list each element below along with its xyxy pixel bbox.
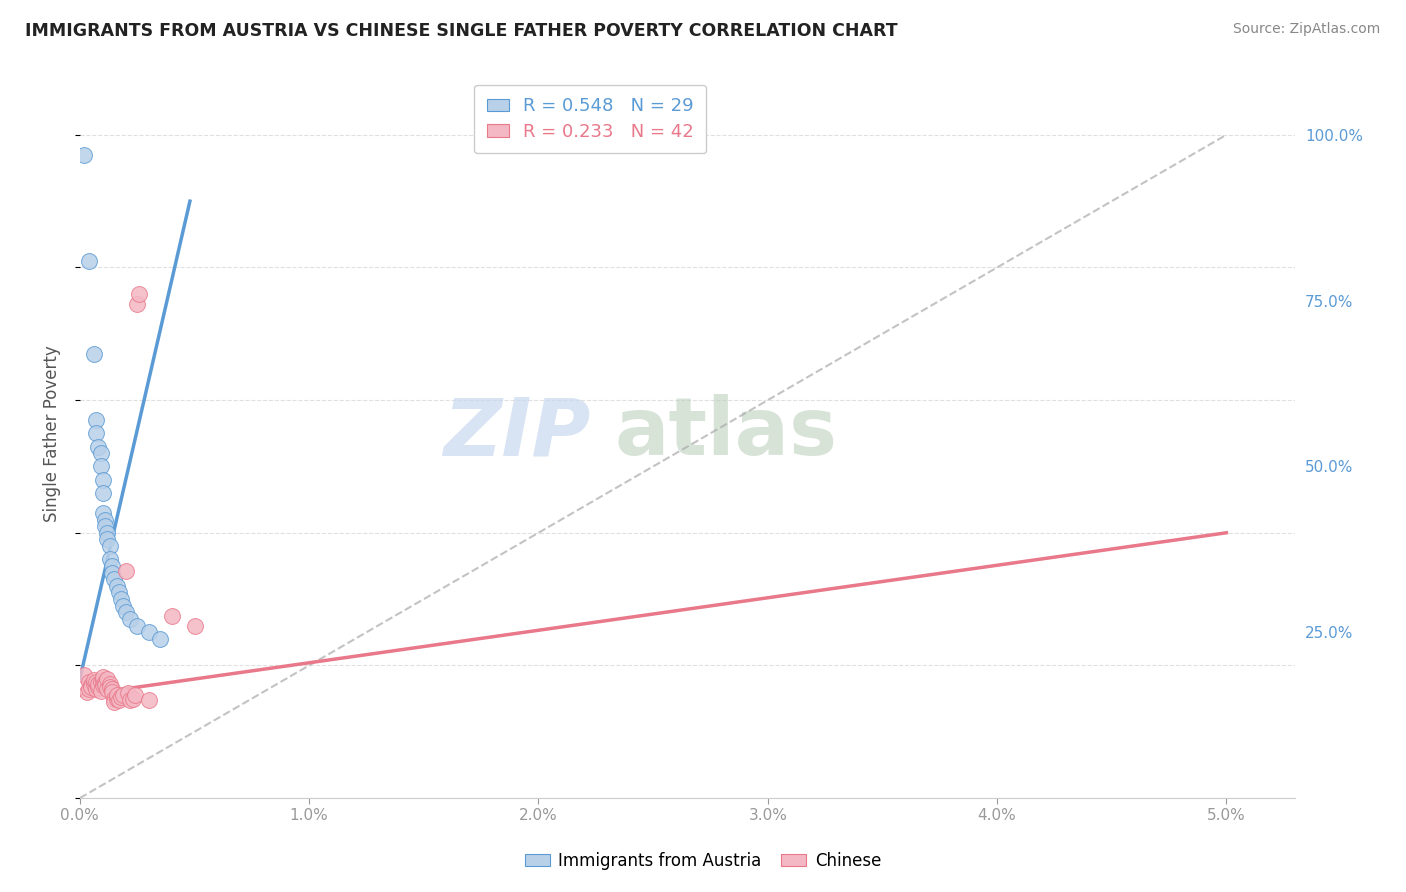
Point [84, 681, 107, 696]
Point [110, 690, 132, 705]
Point [103, 572, 125, 586]
Point [91, 673, 114, 687]
Point [87, 677, 110, 691]
Point [98, 680, 121, 694]
Point [91, 506, 114, 520]
Point [84, 413, 107, 427]
Point [91, 678, 114, 692]
Point [77, 253, 100, 268]
Point [96, 681, 118, 696]
Point [138, 625, 160, 640]
Point [117, 686, 139, 700]
Point [80, 678, 103, 692]
Point [83, 673, 105, 687]
Point [91, 670, 114, 684]
Point [91, 486, 114, 500]
Point [96, 525, 118, 540]
Y-axis label: Single Father Poverty: Single Father Poverty [44, 345, 60, 522]
Point [98, 539, 121, 553]
Point [112, 599, 135, 613]
Legend: Immigrants from Austria, Chinese: Immigrants from Austria, Chinese [519, 846, 887, 877]
Point [103, 695, 125, 709]
Point [108, 585, 131, 599]
Point [120, 693, 142, 707]
Point [114, 564, 136, 578]
Point [76, 685, 98, 699]
Point [96, 533, 118, 547]
Point [77, 675, 100, 690]
Point [73, 147, 96, 161]
Text: atlas: atlas [614, 394, 838, 472]
Point [121, 691, 143, 706]
Point [87, 680, 110, 694]
Point [183, 618, 205, 632]
Point [101, 685, 124, 699]
Point [105, 691, 128, 706]
Point [160, 608, 183, 623]
Point [94, 512, 117, 526]
Point [149, 632, 172, 646]
Point [80, 680, 103, 694]
Point [114, 606, 136, 620]
Point [127, 297, 149, 311]
Point [101, 558, 124, 573]
Point [89, 683, 111, 698]
Point [94, 675, 117, 690]
Text: IMMIGRANTS FROM AUSTRIA VS CHINESE SINGLE FATHER POVERTY CORRELATION CHART: IMMIGRANTS FROM AUSTRIA VS CHINESE SINGL… [25, 22, 898, 40]
Point [98, 677, 121, 691]
Point [101, 681, 124, 696]
Point [110, 592, 132, 607]
Point [83, 677, 105, 691]
Legend: R = 0.548   N = 29, R = 0.233   N = 42: R = 0.548 N = 29, R = 0.233 N = 42 [474, 85, 706, 153]
Point [98, 552, 121, 566]
Point [91, 473, 114, 487]
Point [89, 446, 111, 460]
Text: ZIP: ZIP [443, 394, 591, 472]
Point [96, 672, 118, 686]
Point [103, 691, 125, 706]
Point [112, 688, 135, 702]
Point [120, 612, 142, 626]
Point [73, 668, 96, 682]
Point [83, 347, 105, 361]
Text: Source: ZipAtlas.com: Source: ZipAtlas.com [1233, 22, 1381, 37]
Point [77, 681, 100, 696]
Point [89, 675, 111, 690]
Point [108, 693, 131, 707]
Point [84, 675, 107, 690]
Point [124, 688, 146, 702]
Point [138, 693, 160, 707]
Point [89, 459, 111, 474]
Point [128, 287, 150, 301]
Point [87, 440, 110, 454]
Point [127, 618, 149, 632]
Point [105, 688, 128, 702]
Point [94, 678, 117, 692]
Point [105, 579, 128, 593]
Point [101, 566, 124, 580]
Point [94, 519, 117, 533]
Point [84, 426, 107, 441]
